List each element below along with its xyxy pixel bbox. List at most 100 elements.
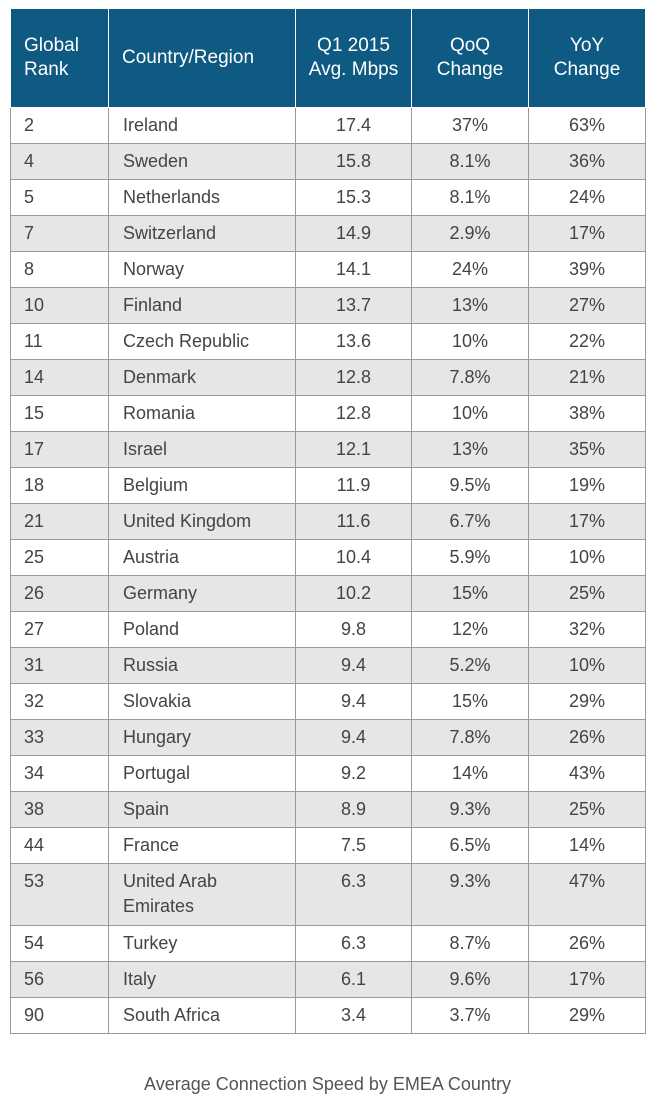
header-yoy-change: YoY Change: [528, 8, 646, 108]
table-row: 31 Russia 9.4 5.2% 10%: [10, 647, 646, 684]
cell-global-rank-text: 34: [24, 763, 45, 783]
cell-global-rank: 90: [10, 997, 109, 1034]
cell-avg-mbps: 15.3: [295, 179, 412, 216]
cell-qoq-change-text: 8.7%: [449, 933, 491, 953]
cell-qoq-change-text: 9.6%: [449, 969, 491, 989]
cell-yoy-change-text: 25%: [568, 799, 606, 819]
cell-global-rank-text: 18: [24, 475, 45, 495]
header-country-region-label: Country/Region: [122, 47, 255, 68]
cell-qoq-change-text: 8.1%: [449, 151, 491, 171]
cell-avg-mbps-text: 12.8: [335, 367, 372, 387]
cell-country: Finland: [108, 287, 296, 324]
cell-global-rank: 4: [10, 143, 109, 180]
cell-global-rank: 34: [10, 755, 109, 792]
cell-global-rank-text: 26: [24, 583, 45, 603]
cell-yoy-change: 10%: [528, 647, 646, 684]
cell-qoq-change-text: 14%: [451, 763, 489, 783]
cell-yoy-change: 22%: [528, 323, 646, 360]
cell-avg-mbps: 12.1: [295, 431, 412, 468]
cell-qoq-change-text: 24%: [451, 259, 489, 279]
cell-avg-mbps-text: 15.3: [335, 187, 372, 207]
cell-avg-mbps-text: 6.3: [340, 871, 367, 891]
cell-avg-mbps-text: 9.4: [340, 655, 367, 675]
cell-global-rank-text: 54: [24, 933, 45, 953]
cell-yoy-change-text: 14%: [568, 835, 606, 855]
cell-global-rank-text: 5: [24, 187, 35, 207]
cell-global-rank-text: 27: [24, 619, 45, 639]
cell-country-text: Austria: [123, 547, 180, 567]
cell-yoy-change: 38%: [528, 395, 646, 432]
cell-avg-mbps-text: 10.2: [335, 583, 372, 603]
cell-yoy-change: 10%: [528, 539, 646, 576]
cell-qoq-change: 12%: [411, 611, 529, 648]
cell-yoy-change: 29%: [528, 683, 646, 720]
cell-global-rank: 7: [10, 215, 109, 252]
table-row: 90 South Africa 3.4 3.7% 29%: [10, 997, 646, 1034]
cell-global-rank-text: 17: [24, 439, 45, 459]
cell-yoy-change-text: 21%: [568, 367, 606, 387]
cell-country: South Africa: [108, 997, 296, 1034]
header-qoq-change-label: QoQ Change: [436, 35, 504, 80]
cell-avg-mbps: 15.8: [295, 143, 412, 180]
cell-qoq-change: 15%: [411, 683, 529, 720]
cell-yoy-change-text: 39%: [568, 259, 606, 279]
cell-global-rank-text: 4: [24, 151, 35, 171]
cell-yoy-change: 29%: [528, 997, 646, 1034]
cell-yoy-change: 27%: [528, 287, 646, 324]
cell-avg-mbps-text: 9.4: [340, 691, 367, 711]
cell-avg-mbps-text: 15.8: [335, 151, 372, 171]
table-row: 14 Denmark 12.8 7.8% 21%: [10, 359, 646, 396]
cell-qoq-change-text: 10%: [451, 403, 489, 423]
cell-country-text: Ireland: [123, 115, 179, 135]
cell-yoy-change: 35%: [528, 431, 646, 468]
cell-country: Turkey: [108, 925, 296, 962]
cell-qoq-change: 7.8%: [411, 359, 529, 396]
cell-qoq-change-text: 13%: [451, 439, 489, 459]
cell-country: Slovakia: [108, 683, 296, 720]
cell-avg-mbps: 6.3: [295, 925, 412, 962]
cell-yoy-change-text: 19%: [568, 475, 606, 495]
cell-yoy-change: 43%: [528, 755, 646, 792]
cell-yoy-change-text: 10%: [568, 547, 606, 567]
cell-avg-mbps-text: 10.4: [335, 547, 372, 567]
cell-qoq-change: 3.7%: [411, 997, 529, 1034]
table-caption: Average Connection Speed by EMEA Country: [144, 1074, 511, 1094]
cell-global-rank-text: 7: [24, 223, 35, 243]
cell-country-text: Portugal: [123, 763, 191, 783]
cell-avg-mbps-text: 11.6: [336, 511, 371, 531]
cell-country-text: Czech Republic: [123, 331, 250, 351]
cell-country-text: Russia: [123, 655, 179, 675]
cell-yoy-change-text: 36%: [568, 151, 606, 171]
cell-avg-mbps: 9.8: [295, 611, 412, 648]
cell-qoq-change-text: 3.7%: [449, 1005, 491, 1025]
cell-qoq-change-text: 10%: [451, 331, 489, 351]
cell-global-rank: 15: [10, 395, 109, 432]
cell-country: Austria: [108, 539, 296, 576]
cell-global-rank: 21: [10, 503, 109, 540]
cell-yoy-change-text: 26%: [568, 933, 606, 953]
cell-country: Romania: [108, 395, 296, 432]
cell-yoy-change: 21%: [528, 359, 646, 396]
cell-qoq-change: 15%: [411, 575, 529, 612]
cell-qoq-change-text: 12%: [451, 619, 489, 639]
cell-country: Germany: [108, 575, 296, 612]
cell-global-rank-text: 90: [24, 1005, 45, 1025]
cell-global-rank-text: 56: [24, 969, 45, 989]
cell-qoq-change-text: 6.5%: [449, 835, 491, 855]
header-avg-mbps: Q1 2015 Avg. Mbps: [295, 8, 412, 108]
cell-global-rank-text: 2: [24, 115, 35, 135]
cell-country-text: Switzerland: [123, 223, 217, 243]
cell-country-text: Germany: [123, 583, 198, 603]
cell-global-rank-text: 44: [24, 835, 45, 855]
cell-qoq-change: 13%: [411, 287, 529, 324]
cell-yoy-change-text: 38%: [568, 403, 606, 423]
cell-yoy-change: 24%: [528, 179, 646, 216]
cell-avg-mbps-text: 14.9: [335, 223, 372, 243]
cell-avg-mbps: 9.2: [295, 755, 412, 792]
cell-global-rank: 44: [10, 827, 109, 864]
cell-qoq-change-text: 2.9%: [449, 223, 491, 243]
cell-qoq-change: 37%: [411, 107, 529, 144]
cell-yoy-change-text: 25%: [568, 583, 606, 603]
table-row: 11 Czech Republic 13.6 10% 22%: [10, 323, 646, 360]
cell-country: Norway: [108, 251, 296, 288]
